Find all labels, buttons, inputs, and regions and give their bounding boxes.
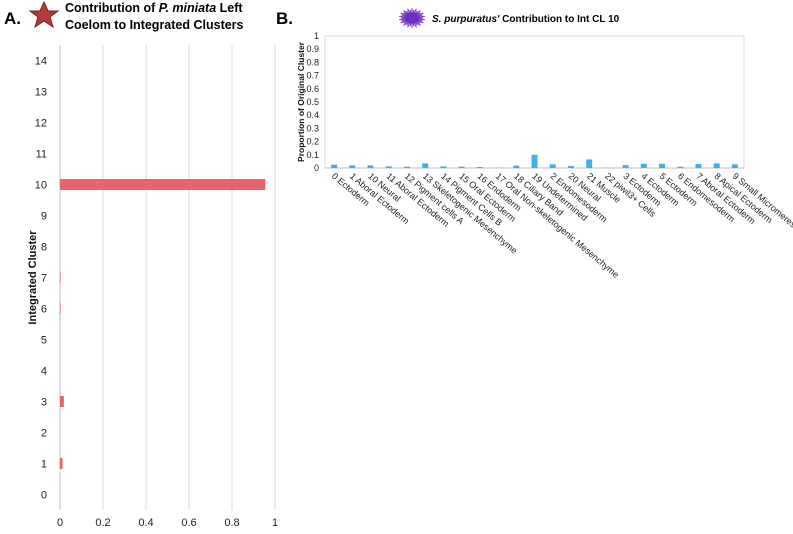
bar bbox=[385, 166, 392, 168]
bar bbox=[367, 165, 374, 168]
y-tick-label: 1 bbox=[314, 31, 319, 41]
x-tick-label: 0.6 bbox=[181, 517, 196, 529]
y-tick-label: 0.6 bbox=[306, 84, 319, 94]
bar bbox=[476, 166, 483, 168]
y-tick-label: 0 bbox=[314, 163, 319, 173]
bar bbox=[659, 163, 665, 168]
y-tick-label: 0 bbox=[41, 490, 47, 502]
x-tick-label: 1 bbox=[272, 517, 278, 529]
y-tick-label: 12 bbox=[35, 118, 47, 130]
sea-urchin-icon bbox=[399, 8, 425, 28]
bar bbox=[695, 164, 702, 168]
bar bbox=[349, 165, 356, 168]
bar bbox=[60, 303, 61, 314]
y-tick-label: 0.4 bbox=[306, 110, 319, 120]
bar bbox=[440, 166, 447, 168]
y-tick-label: 0.8 bbox=[306, 57, 319, 67]
x-tick-label: 0.2 bbox=[95, 517, 110, 529]
y-axis-title: Integrated Cluster bbox=[27, 230, 39, 325]
bar bbox=[60, 272, 61, 283]
y-tick-label: 0.7 bbox=[306, 71, 319, 81]
chart-a-title-line1: Contribution of P. miniata Left bbox=[65, 1, 243, 15]
bar bbox=[60, 179, 266, 190]
bar bbox=[731, 164, 738, 168]
panel-b-letter: B. bbox=[276, 9, 293, 28]
y-tick-label: 14 bbox=[35, 56, 47, 68]
y-tick-label: 8 bbox=[41, 242, 47, 254]
bar bbox=[60, 458, 63, 469]
panel-a-letter: A. bbox=[4, 9, 21, 28]
y-tick-label: 13 bbox=[35, 87, 47, 99]
bar bbox=[586, 159, 593, 168]
bar bbox=[404, 166, 410, 168]
bar bbox=[677, 166, 684, 168]
y-tick-label: 11 bbox=[36, 149, 47, 161]
bar bbox=[567, 166, 574, 168]
y-tick-label: 6 bbox=[41, 304, 47, 316]
y-tick-label: 1 bbox=[41, 459, 47, 471]
y-tick-label: 0.1 bbox=[306, 150, 319, 160]
y-tick-label: 5 bbox=[41, 335, 47, 347]
x-tick-label: 0.8 bbox=[224, 517, 239, 529]
y-tick-label: 0.3 bbox=[306, 123, 319, 133]
bar bbox=[331, 164, 338, 168]
x-tick-label: 0.4 bbox=[138, 517, 153, 529]
x-tick-label: 0 bbox=[57, 517, 63, 529]
y-tick-label: 9 bbox=[41, 211, 47, 223]
plot-frame bbox=[324, 35, 745, 169]
y-tick-label: 3 bbox=[41, 397, 47, 409]
y-axis-title: Proportion of Original Cluster bbox=[296, 41, 306, 162]
y-tick-label: 0.2 bbox=[306, 137, 319, 147]
chart-b-title: S. purpuratus' Contribution to Int CL 10 bbox=[432, 14, 620, 25]
chart-b: 00.10.20.30.40.50.60.70.80.910 Ectoderm1… bbox=[296, 31, 793, 280]
y-tick-label: 0.5 bbox=[306, 97, 319, 107]
y-tick-label: 0.9 bbox=[306, 44, 319, 54]
y-tick-label: 2 bbox=[41, 428, 47, 440]
y-tick-label: 7 bbox=[41, 273, 47, 285]
bar bbox=[713, 163, 720, 168]
starfish-icon bbox=[28, 0, 60, 29]
chart-a-title-line2: Coelom to Integrated Clusters bbox=[65, 18, 244, 32]
bar bbox=[549, 164, 556, 168]
bar bbox=[422, 163, 429, 168]
bar bbox=[531, 154, 538, 168]
y-tick-label: 10 bbox=[35, 180, 47, 192]
y-tick-label: 4 bbox=[41, 366, 47, 378]
chart-a: 0 0.2 0.4 0.6 0.8 101234567891011121314Integr… bbox=[27, 45, 278, 529]
bar bbox=[640, 163, 647, 168]
bar bbox=[622, 165, 629, 168]
bar bbox=[60, 396, 64, 407]
bar bbox=[513, 165, 520, 168]
bar bbox=[458, 166, 465, 168]
